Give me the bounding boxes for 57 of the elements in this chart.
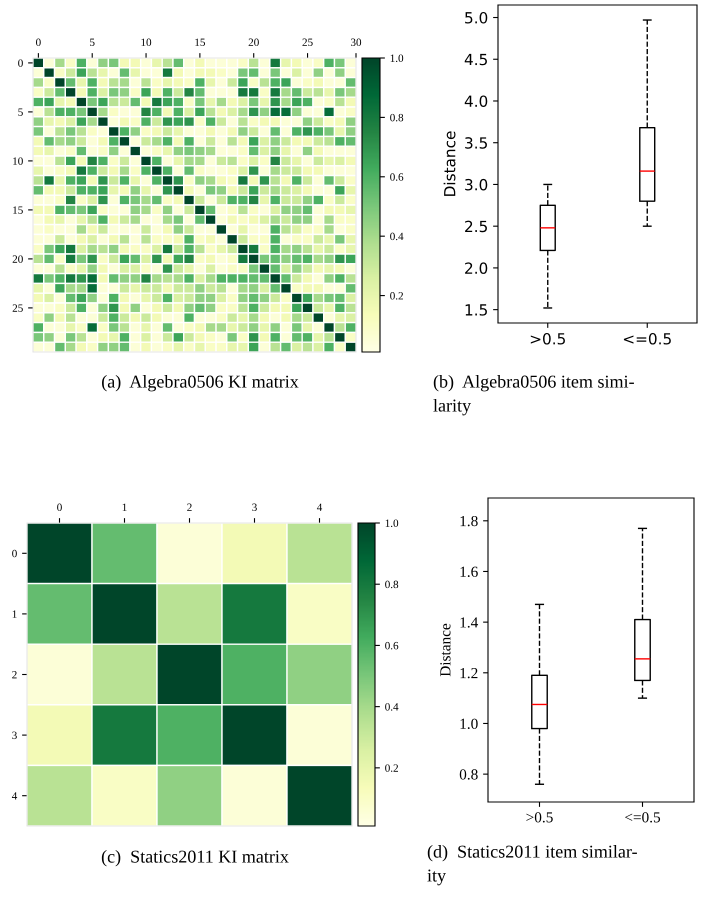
y-axis-title: Distance bbox=[444, 131, 456, 196]
x-tick-label: 5 bbox=[90, 38, 95, 46]
x-tick-label: >0.5 bbox=[526, 812, 553, 823]
y-tick-label: 5.0 bbox=[465, 12, 488, 24]
color-bar-label: 0.2 bbox=[385, 764, 398, 772]
x-tick-label: 30 bbox=[350, 38, 362, 46]
color-bar-label: 1.0 bbox=[386, 519, 398, 528]
y-tick-label: 10 bbox=[13, 157, 23, 165]
x-tick-label: >0.5 bbox=[530, 332, 565, 345]
y-tick-label: 0 bbox=[18, 59, 23, 67]
text: (c) Statics2011 KI matrix bbox=[102, 850, 289, 866]
y-tick-label: 5 bbox=[18, 108, 23, 116]
y-tick-label: 4.5 bbox=[464, 54, 487, 66]
y-tick-label: 0.8 bbox=[460, 769, 478, 780]
y-tick-label: 1.0 bbox=[460, 718, 478, 729]
y-tick-label: 4.0 bbox=[464, 95, 488, 108]
x-tick-label: 4 bbox=[316, 504, 322, 511]
text: (d) Statics2011 item similar- ity bbox=[427, 845, 637, 886]
x-tick-label: <=0.5 bbox=[624, 332, 671, 345]
x-tick-label: 10 bbox=[141, 38, 152, 46]
y-tick-label: 3 bbox=[12, 732, 17, 740]
color-bar-label: 0.8 bbox=[385, 580, 398, 588]
y-tick-label: 1.2 bbox=[460, 668, 478, 678]
x-tick-label: 0 bbox=[57, 504, 62, 512]
color-bar-label: 0.6 bbox=[390, 173, 404, 181]
x-tick-label: 0 bbox=[36, 38, 41, 46]
y-tick-label: 0 bbox=[12, 550, 17, 558]
text: (a) Algebra0506 KI matrix bbox=[102, 375, 299, 392]
y-tick-label: 1.5 bbox=[466, 304, 487, 316]
y-tick-label: 25 bbox=[12, 304, 23, 312]
y-tick-label: 1.6 bbox=[460, 566, 478, 577]
x-tick-label: 2 bbox=[187, 504, 192, 511]
x-tick-label: 3 bbox=[252, 504, 257, 512]
x-tick-label: 1 bbox=[122, 504, 127, 511]
y-tick-label: 2 bbox=[12, 670, 17, 678]
y-tick-label: 15 bbox=[13, 206, 23, 214]
y-axis-title: Distance bbox=[440, 624, 451, 676]
text: (b) Algebra0506 item simi- larity bbox=[433, 375, 634, 416]
y-tick-label: 1 bbox=[12, 610, 17, 618]
color-bar-label: 1.0 bbox=[390, 54, 404, 62]
color-bar-label: 0.2 bbox=[390, 292, 403, 300]
color-bar-label: 0.4 bbox=[385, 703, 398, 711]
y-tick-label: 1.4 bbox=[460, 617, 478, 628]
x-tick-label: 20 bbox=[248, 38, 259, 46]
y-tick-label: 2.5 bbox=[465, 220, 487, 232]
x-tick-label: <=0.5 bbox=[625, 812, 660, 823]
y-tick-label: 3.5 bbox=[465, 137, 487, 149]
y-tick-label: 3.0 bbox=[465, 178, 488, 190]
color-bar-label: 0.6 bbox=[385, 642, 398, 650]
x-tick-label: 25 bbox=[302, 38, 313, 46]
y-tick-label: 2.0 bbox=[465, 262, 488, 274]
y-tick-label: 1.8 bbox=[460, 516, 478, 526]
color-bar-label: 0.8 bbox=[390, 114, 404, 122]
y-tick-label: 4 bbox=[12, 792, 18, 800]
x-tick-label: 15 bbox=[195, 38, 206, 46]
color-bar-label: 0.4 bbox=[390, 232, 404, 240]
y-tick-label: 20 bbox=[12, 255, 23, 263]
